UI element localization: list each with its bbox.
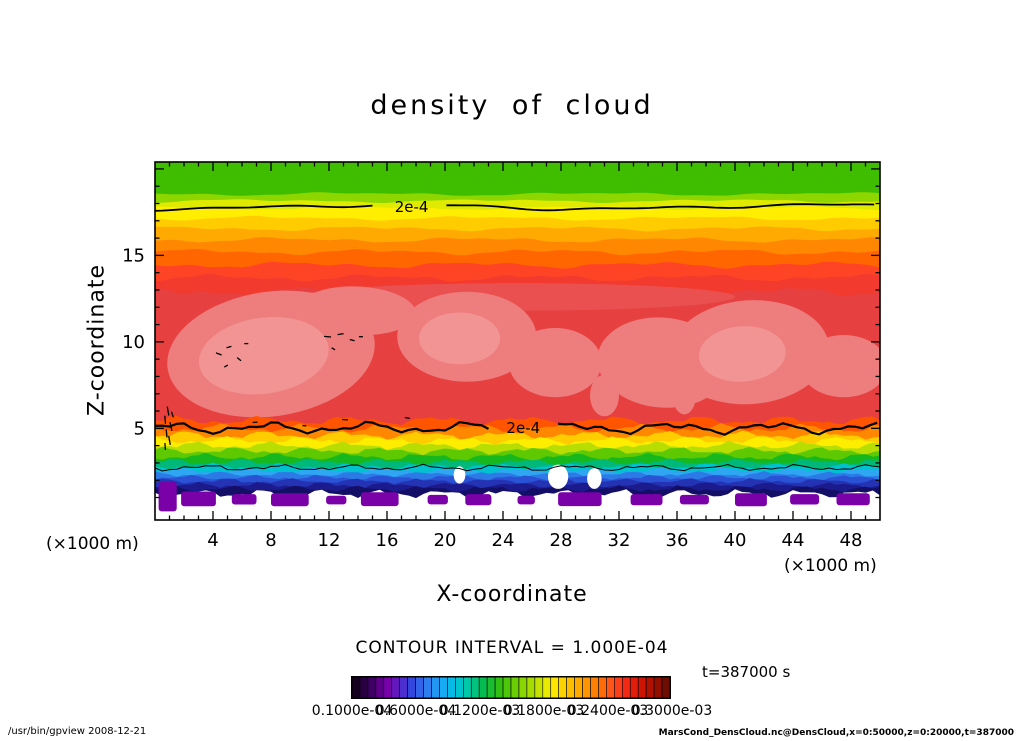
colorbar-segment [558,676,567,699]
colorbar-tick-label: 0.1800e-03 [503,703,585,719]
colorbar-tick-label: 0.3000e-03 [631,703,713,719]
x-axis-label: X-coordinate [436,582,588,607]
y-axis-unit: (×1000 m) [46,534,139,554]
figure-title: density of cloud [370,90,654,121]
colorbar-segment [653,676,663,699]
x-tick-label: 36 [666,530,689,551]
plot-border [154,161,881,521]
x-tick-label: 24 [492,530,515,551]
colorbar-tick-label: 0.1200e-03 [439,703,521,719]
colorbar-segment [415,676,424,699]
colorbar-segment [510,676,520,699]
colorbar-segment [637,676,647,699]
colorbar-segment [478,676,488,699]
contour-line [446,203,875,212]
colorbar-tick-label: 0.1000e-04 [311,703,393,719]
contour-interval-label: CONTOUR INTERVAL = 1.000E-04 [355,638,669,658]
colorbar-segment [582,676,591,699]
x-tick-label: 8 [265,530,276,551]
x-tick-label: 12 [318,530,341,551]
footer-command: /usr/bin/gpview 2008-12-21 [8,726,147,737]
colorbar-segment [661,676,671,699]
x-tick-label: 28 [550,530,573,551]
x-tick-label: 4 [207,530,218,551]
colorbar-segment [526,676,536,699]
colorbar-segment [518,676,528,699]
colorbar-segment [614,676,623,699]
colorbar-segment [383,676,393,699]
contour-line [557,421,878,436]
time-label: t=387000 s [702,663,791,681]
x-tick-label: 48 [840,530,863,551]
colorbar-segment [470,676,480,699]
footer-dataset: MarsCond_DensCloud.nc@DensCloud,x=0:5000… [658,728,1014,738]
x-tick-label: 20 [434,530,457,551]
y-tick-label: 5 [134,418,145,439]
colorbar-segment [502,676,512,699]
colorbar-segment [399,676,408,699]
colorbar-segment [439,676,448,699]
colorbar-segment [629,676,639,699]
colorbar-segment [375,676,385,699]
colorbar-segment [574,676,583,699]
colorbar-segment [359,676,369,699]
x-axis-unit: (×1000 m) [784,556,877,576]
contour-field [155,162,880,520]
contour-line [155,204,373,212]
x-tick-label: 32 [608,530,631,551]
colorbar-segment [455,676,464,699]
colorbar-segment [391,676,400,699]
colorbar-segment [590,676,599,699]
contour-line-label: 2e-4 [395,198,429,216]
colorbar-segment [351,676,361,699]
colorbar-segment [542,676,552,699]
colorbar-segment [606,676,615,699]
y-tick-label: 10 [122,332,145,353]
colorbar-tick-label: 0.2400e-03 [567,703,649,719]
colorbar-segment [534,676,544,699]
colorbar-segment [598,676,607,699]
colorbar-tick-label: 0.6000e-04 [375,703,457,719]
x-tick-label: 40 [724,530,747,551]
contour-line [155,463,880,472]
colorbar-segment [367,676,377,699]
colorbar-segment [423,676,432,699]
x-tick-label: 16 [376,530,399,551]
contour-line-label: 2e-4 [506,419,540,437]
colorbar [351,676,671,699]
colorbar-labels: 0.1000e-04 0.6000e-04 0.1200e-03 0.1800e-03… [312,703,712,721]
colorbar-segment [621,676,631,699]
colorbar-segment [431,676,440,699]
colorbar-segment [407,676,416,699]
colorbar-segment [486,676,496,699]
colorbar-segment [645,676,655,699]
colorbar-segment [463,676,472,699]
colorbar-segment [447,676,456,699]
y-tick-label: 15 [122,245,145,266]
colorbar-segment [550,676,559,699]
colorbar-segment [494,676,504,699]
colorbar-border [351,676,671,699]
x-tick-label: 44 [782,530,805,551]
colorbar-segment [566,676,575,699]
contour-line [155,420,490,435]
